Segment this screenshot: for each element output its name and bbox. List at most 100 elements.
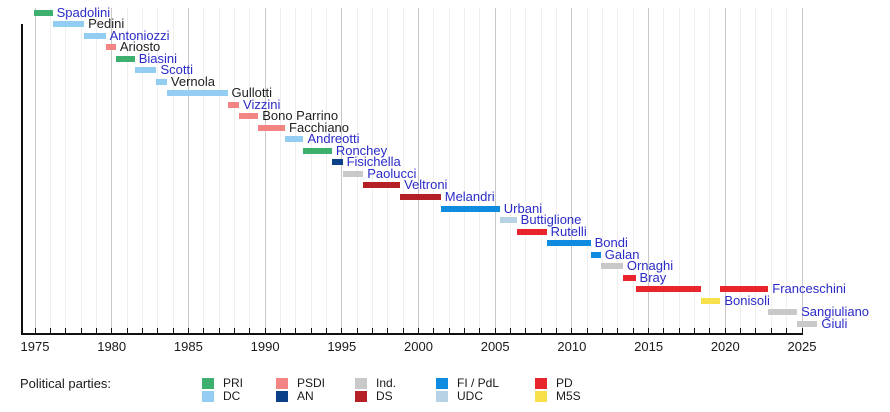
term-bar-franceschini bbox=[720, 286, 769, 293]
minister-label-rutelli[interactable]: Rutelli bbox=[550, 223, 587, 239]
gridline bbox=[172, 8, 174, 333]
minister-label-galan[interactable]: Galan bbox=[604, 246, 640, 262]
gridline bbox=[111, 8, 113, 333]
minister-label-franceschini[interactable]: Franceschini bbox=[772, 281, 846, 297]
gridline bbox=[525, 8, 527, 333]
minister-label-spadolini[interactable]: Spadolini bbox=[56, 4, 111, 20]
gridline bbox=[126, 8, 128, 333]
minister-label-biasini[interactable]: Biasini bbox=[138, 50, 177, 66]
minister-label-pedini: Pedini bbox=[88, 16, 125, 32]
term-bar-paolucci bbox=[342, 170, 364, 177]
term-bar-pedini bbox=[52, 21, 85, 28]
legend-label-dc: DC bbox=[223, 388, 241, 403]
minister-label-antoniozzi[interactable]: Antoniozzi bbox=[109, 27, 170, 43]
term-bar-ornaghi bbox=[600, 263, 623, 270]
axis-tick bbox=[295, 327, 297, 333]
term-bar-andreotti bbox=[285, 136, 304, 143]
minister-label-bray[interactable]: Bray bbox=[639, 269, 667, 285]
axis-tick bbox=[755, 327, 757, 333]
gridline bbox=[356, 8, 358, 333]
axis-tick bbox=[95, 327, 97, 333]
gridline bbox=[310, 8, 312, 333]
term-bar-bray bbox=[622, 274, 636, 281]
axis-tick bbox=[341, 327, 343, 333]
minister-label-fisichella[interactable]: Fisichella bbox=[346, 154, 401, 170]
axis-tick bbox=[249, 327, 251, 333]
axis-tick bbox=[786, 327, 788, 333]
axis-tick bbox=[540, 327, 542, 333]
legend-swatch-an bbox=[276, 390, 288, 402]
legend-swatch-pri bbox=[202, 377, 214, 389]
axis-tick bbox=[678, 327, 680, 333]
minister-label-ronchey[interactable]: Ronchey bbox=[335, 142, 388, 158]
axis-tick bbox=[602, 327, 604, 333]
term-bar-melandri bbox=[400, 193, 441, 200]
gridline bbox=[80, 8, 82, 333]
term-bar-biasini bbox=[115, 55, 135, 62]
gridline bbox=[801, 8, 803, 333]
gridline bbox=[187, 8, 189, 333]
legend-label-pd: PD bbox=[556, 375, 573, 390]
legend-label-udc: UDC bbox=[457, 388, 483, 403]
gridline bbox=[418, 8, 419, 333]
axis-tick bbox=[632, 327, 634, 333]
term-bar-vernola bbox=[156, 78, 167, 85]
minister-label-bono-parrino: Bono Parrino bbox=[262, 108, 339, 124]
minister-label-ariosto: Ariosto bbox=[119, 39, 161, 55]
axis-tick bbox=[111, 327, 113, 333]
minister-label-vizzini[interactable]: Vizzini bbox=[243, 96, 281, 112]
gridline bbox=[617, 8, 619, 333]
term-bar-franceschini bbox=[635, 286, 702, 293]
gridline bbox=[433, 8, 435, 333]
gridline bbox=[724, 8, 726, 333]
legend-label-m5s: M5S bbox=[556, 388, 581, 403]
minister-label-urbani[interactable]: Urbani bbox=[503, 200, 543, 216]
minister-label-giuli[interactable]: Giuli bbox=[821, 315, 848, 331]
gridline bbox=[786, 8, 788, 333]
minister-label-ornaghi[interactable]: Ornaghi bbox=[626, 258, 674, 274]
axis-tick bbox=[801, 327, 803, 333]
minister-label-scotti[interactable]: Scotti bbox=[160, 62, 193, 78]
axis-tick-label: 2005 bbox=[480, 338, 510, 354]
legend-label-ds: DS bbox=[376, 388, 393, 403]
axis-tick bbox=[187, 327, 189, 333]
term-bar-galan bbox=[590, 251, 601, 258]
minister-label-buttiglione[interactable]: Buttiglione bbox=[520, 212, 582, 228]
axis-tick-label: 1990 bbox=[250, 338, 280, 354]
minister-label-vernola: Vernola bbox=[170, 73, 216, 89]
gridline bbox=[49, 8, 51, 333]
minister-label-veltroni[interactable]: Veltroni bbox=[404, 177, 448, 193]
axis-tick bbox=[418, 327, 419, 333]
legend-label-pri: PRI bbox=[223, 375, 244, 390]
legend-swatch-m5s bbox=[535, 390, 547, 402]
axis-tick bbox=[218, 327, 220, 333]
axis-tick bbox=[694, 327, 696, 333]
axis-tick bbox=[586, 327, 588, 333]
gridline bbox=[709, 8, 711, 333]
gridline bbox=[325, 8, 327, 333]
gridline bbox=[663, 8, 665, 333]
term-bar-ronchey bbox=[303, 147, 332, 154]
legend-title: Political parties: bbox=[20, 376, 112, 391]
gridline bbox=[648, 8, 650, 333]
gridline bbox=[402, 8, 404, 333]
minister-label-paolucci[interactable]: Paolucci bbox=[367, 165, 417, 181]
term-bar-buttiglione bbox=[499, 217, 517, 224]
minister-label-andreotti[interactable]: Andreotti bbox=[307, 131, 360, 147]
minister-label-bondi[interactable]: Bondi bbox=[594, 235, 628, 251]
legend-label-psdi: PSDI bbox=[297, 375, 326, 390]
minister-label-bonisoli[interactable]: Bonisoli bbox=[724, 292, 770, 308]
gridline bbox=[65, 8, 67, 333]
minister-label-sangiuliano[interactable]: Sangiuliano bbox=[801, 304, 870, 320]
gridline bbox=[678, 8, 680, 333]
minister-label-gullotti: Gullotti bbox=[231, 85, 272, 101]
minister-label-melandri[interactable]: Melandri bbox=[444, 188, 495, 204]
term-bar-bono-parrino bbox=[239, 113, 259, 120]
axis-tick bbox=[264, 327, 266, 333]
gridline bbox=[464, 8, 466, 333]
axis-tick-label: 2010 bbox=[557, 338, 587, 354]
term-bar-fisichella bbox=[331, 159, 343, 166]
axis-tick bbox=[402, 327, 404, 333]
gridline bbox=[571, 8, 573, 333]
